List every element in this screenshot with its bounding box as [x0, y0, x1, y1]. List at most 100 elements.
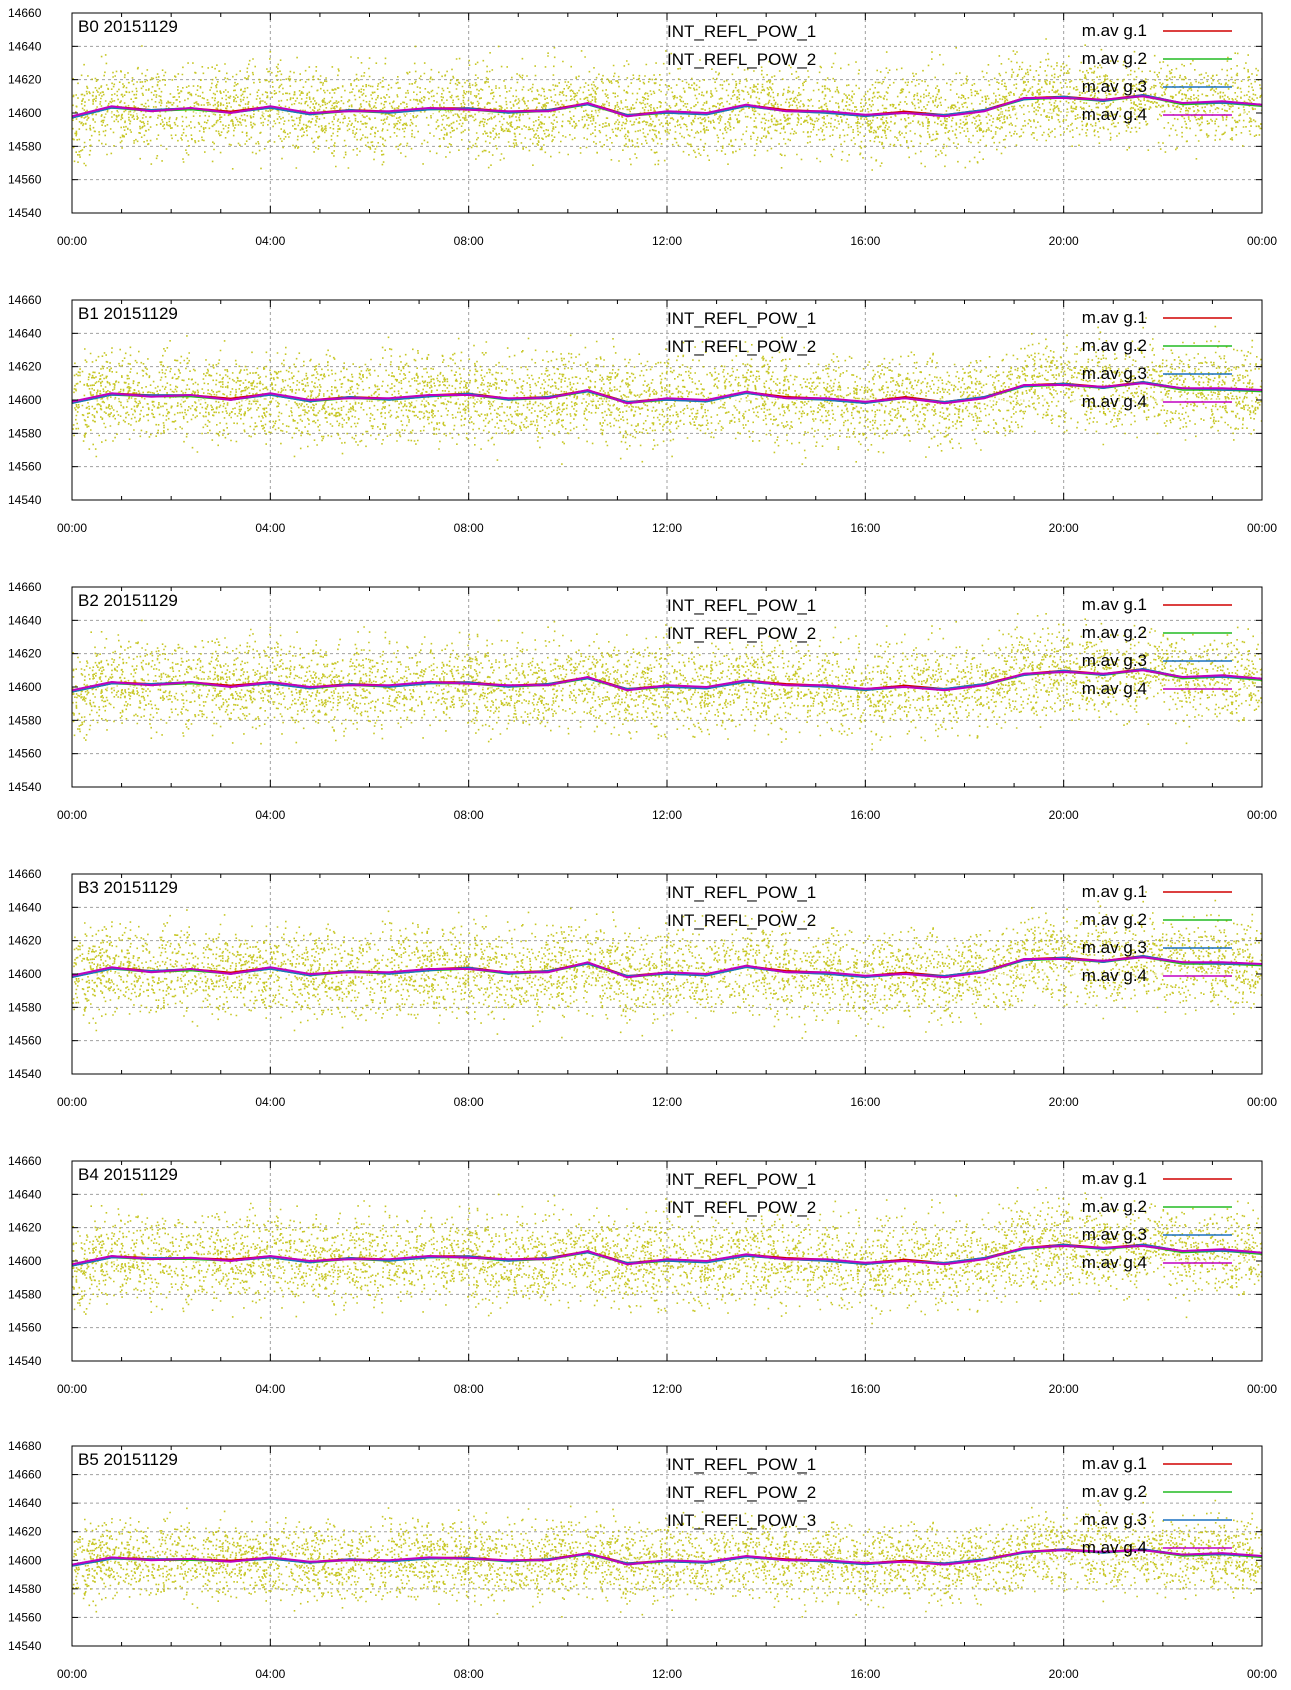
- y-tick-label: 14540: [8, 493, 42, 507]
- series-legend-label: m.av g.1: [1082, 882, 1147, 901]
- scatter-legend-label: INT_REFL_POW_1: [667, 596, 816, 615]
- panel-title: B2 20151129: [78, 591, 178, 610]
- panel-title: B1 20151129: [78, 304, 178, 323]
- y-tick-label: 14600: [8, 680, 42, 694]
- x-tick-label: 04:00: [255, 808, 285, 822]
- series-legend-label: m.av g.4: [1082, 966, 1147, 985]
- y-tick-label: 14580: [8, 1582, 42, 1596]
- scatter-points: [72, 891, 1262, 1039]
- x-tick-label: 00:00: [1247, 808, 1277, 822]
- scatter-legend-label: INT_REFL_POW_2: [667, 911, 816, 930]
- y-tick-label: 14580: [8, 1000, 42, 1014]
- scatter-legend-label: INT_REFL_POW_1: [667, 1170, 816, 1189]
- y-tick-label: 14640: [8, 900, 42, 914]
- x-tick-label: 16:00: [850, 1095, 880, 1109]
- chart-panel-3: 14540 14560 14580 14600 14620 14640 14660 00:00…: [8, 867, 1277, 1109]
- series-legend-label: m.av g.2: [1082, 49, 1147, 68]
- y-tick-label: 14660: [8, 6, 42, 20]
- y-tick-label: 14660: [8, 580, 42, 594]
- series-legend-label: m.av g.4: [1082, 1538, 1147, 1557]
- series-line-3: [72, 667, 1262, 693]
- scatter-legend-label: INT_REFL_POW_3: [667, 1511, 816, 1530]
- scatter-cloud: [72, 891, 1262, 1039]
- series-line-3: [72, 380, 1262, 405]
- panel-title: B5 20151129: [78, 1450, 178, 1469]
- x-tick-label: 16:00: [850, 1382, 880, 1396]
- series-legend-label: m.av g.1: [1082, 595, 1147, 614]
- x-tick-label: 00:00: [1247, 234, 1277, 248]
- x-tick-label: 16:00: [850, 1667, 880, 1681]
- y-tick-label: 14620: [8, 934, 42, 948]
- x-tick-label: 16:00: [850, 808, 880, 822]
- chart-panel-2: 14540 14560 14580 14600 14620 14640 14660 00:00…: [8, 580, 1277, 822]
- y-tick-label: 14580: [8, 426, 42, 440]
- y-tick-label: 14660: [8, 867, 42, 881]
- series-legend-label: m.av g.2: [1082, 336, 1147, 355]
- chart-panel-4: 14540 14560 14580 14600 14620 14640 14660 00:00…: [8, 1154, 1277, 1396]
- x-tick-label: 00:00: [57, 1095, 87, 1109]
- series-line-4: [72, 95, 1262, 118]
- panel-title: B3 20151129: [78, 878, 178, 897]
- scatter-cloud: [72, 1187, 1262, 1325]
- x-tick-label: 04:00: [255, 1382, 285, 1396]
- series-line-4: [72, 1244, 1262, 1266]
- y-tick-label: 14620: [8, 1525, 42, 1539]
- x-tick-label: 00:00: [1247, 1382, 1277, 1396]
- y-tick-label: 14540: [8, 1639, 42, 1653]
- series-line-3: [72, 1243, 1262, 1267]
- series-legend-label: m.av g.4: [1082, 1253, 1147, 1272]
- series-line-3: [72, 954, 1262, 979]
- series-legend-label: m.av g.1: [1082, 308, 1147, 327]
- y-tick-label: 14600: [8, 1254, 42, 1268]
- y-tick-label: 14560: [8, 1610, 42, 1624]
- series-legend-label: m.av g.2: [1082, 910, 1147, 929]
- y-tick-label: 14660: [8, 1154, 42, 1168]
- x-tick-label: 08:00: [454, 1095, 484, 1109]
- y-tick-label: 14540: [8, 1354, 42, 1368]
- y-tick-label: 14640: [8, 1187, 42, 1201]
- scatter-legend-label: INT_REFL_POW_1: [667, 1455, 816, 1474]
- series-line-3: [72, 1548, 1262, 1567]
- x-tick-label: 00:00: [57, 521, 87, 535]
- y-tick-label: 14600: [8, 967, 42, 981]
- scatter-legend-label: INT_REFL_POW_2: [667, 337, 816, 356]
- scatter-cloud: [72, 613, 1262, 751]
- x-tick-label: 12:00: [652, 1095, 682, 1109]
- y-tick-label: 14640: [8, 326, 42, 340]
- y-tick-label: 14600: [8, 106, 42, 120]
- series-line-4: [72, 1549, 1262, 1566]
- series-legend-label: m.av g.4: [1082, 105, 1147, 124]
- y-tick-label: 14580: [8, 1287, 42, 1301]
- series-legend-label: m.av g.2: [1082, 1482, 1147, 1501]
- x-tick-label: 08:00: [454, 1382, 484, 1396]
- x-tick-label: 08:00: [454, 808, 484, 822]
- chart-panel-5: 14540 14560 14580 14600 14620 14640 14660 14680…: [8, 1439, 1277, 1681]
- scatter-points: [72, 613, 1262, 751]
- x-tick-label: 00:00: [1247, 1095, 1277, 1109]
- scatter-legend-label: INT_REFL_POW_1: [667, 309, 816, 328]
- y-tick-label: 14560: [8, 747, 42, 761]
- x-tick-label: 08:00: [454, 1667, 484, 1681]
- x-tick-label: 08:00: [454, 521, 484, 535]
- y-tick-label: 14620: [8, 360, 42, 374]
- scatter-legend-label: INT_REFL_POW_2: [667, 1198, 816, 1217]
- y-tick-label: 14540: [8, 206, 42, 220]
- series-legend-label: m.av g.3: [1082, 364, 1147, 383]
- y-tick-label: 14620: [8, 73, 42, 87]
- panel-title: B4 20151129: [78, 1165, 178, 1184]
- y-tick-label: 14580: [8, 139, 42, 153]
- y-tick-label: 14560: [8, 460, 42, 474]
- x-tick-label: 00:00: [57, 1667, 87, 1681]
- series-legend-label: m.av g.3: [1082, 1510, 1147, 1529]
- x-tick-label: 20:00: [1049, 1667, 1079, 1681]
- scatter-cloud: [72, 317, 1262, 465]
- series-legend-label: m.av g.3: [1082, 651, 1147, 670]
- y-tick-label: 14600: [8, 1553, 42, 1567]
- y-tick-label: 14580: [8, 713, 42, 727]
- panel-title: B0 20151129: [78, 17, 178, 36]
- x-tick-label: 12:00: [652, 234, 682, 248]
- x-tick-label: 04:00: [255, 1667, 285, 1681]
- y-tick-label: 14640: [8, 39, 42, 53]
